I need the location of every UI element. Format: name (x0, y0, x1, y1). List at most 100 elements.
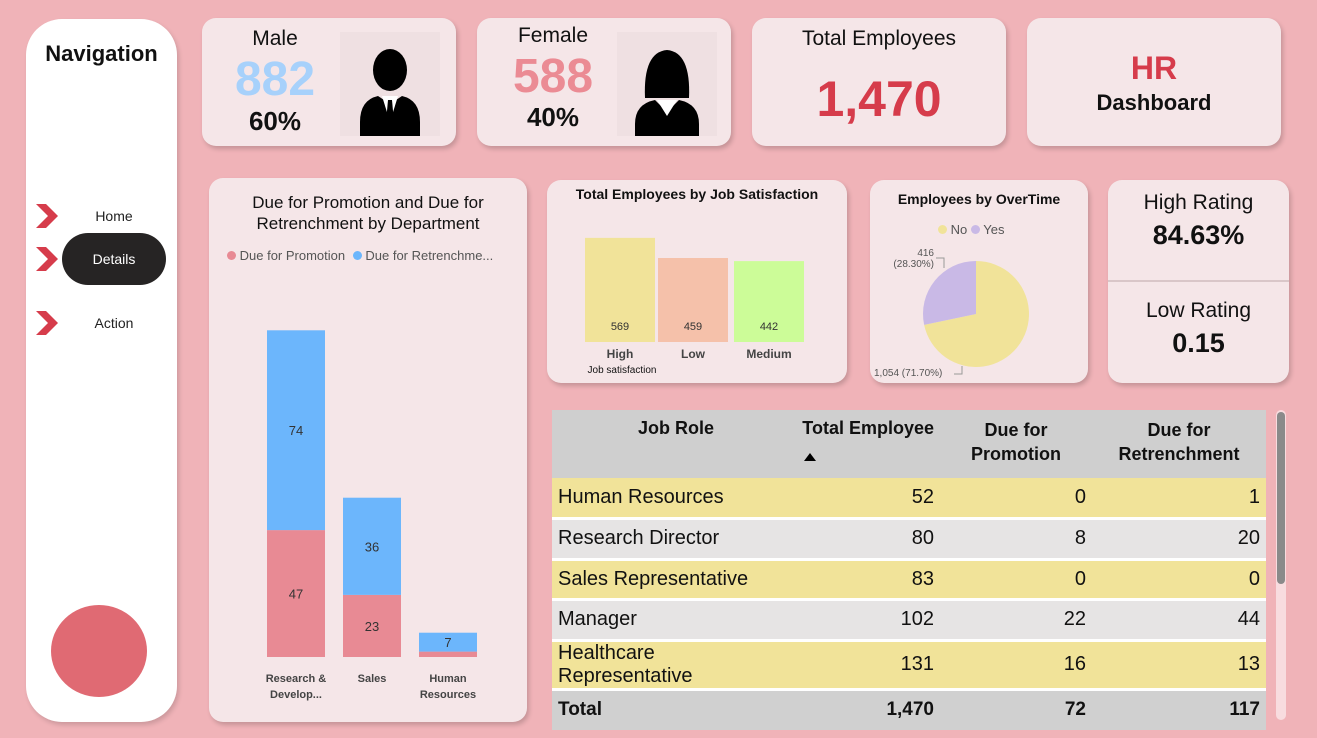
legend-label-no: No (950, 222, 968, 237)
nav-item-details[interactable]: Details (26, 233, 177, 285)
total-employees-card: Total Employees 1,470 (752, 18, 1006, 146)
high-rating-value: 84.63% (1152, 220, 1245, 250)
total-employees-label: Total Employees (801, 27, 957, 50)
cell-due-retrenchment: 1 (1092, 478, 1266, 520)
table-scrollbar-track[interactable] (1276, 410, 1286, 720)
bar-promotion (419, 651, 477, 657)
promo-chart-title: Due for Promotion and Due for Retrenchme… (209, 192, 527, 234)
data-label-retrenchment: 7 (444, 635, 451, 650)
promo-chart-title-line1: Due for Promotion and Due for (252, 193, 484, 212)
cell-total-employee: 80 (800, 518, 940, 561)
high-rating-label: High Rating (1143, 191, 1254, 214)
pie-leader-yes (936, 257, 945, 268)
chevron-right-icon (36, 247, 58, 271)
table-row[interactable]: Sales Representative 83 0 0 (552, 559, 1266, 601)
cell-total-promotion: 72 (940, 689, 1092, 730)
cell-due-promotion: 0 (940, 478, 1092, 520)
male-count: 882 (234, 53, 316, 106)
bar-satisfaction (658, 258, 728, 342)
nav-circle-button[interactable] (51, 605, 147, 697)
male-icon-bg (340, 32, 440, 144)
overtime-chart-title: Employees by OverTime (897, 191, 1061, 207)
cell-job-role: Manager (552, 599, 800, 642)
data-label: 442 (760, 321, 778, 333)
nav-item-label: Action (94, 315, 134, 331)
cell-total-employee: 52 (800, 478, 940, 520)
cell-due-retrenchment: 20 (1092, 518, 1266, 561)
cell-total-employee: 102 (800, 599, 940, 642)
brand-line2: Dashboard (1096, 90, 1212, 115)
female-label: Female (517, 24, 589, 47)
data-label-promotion: 47 (289, 587, 303, 602)
x-tick-label: Research & (266, 673, 327, 685)
nav-item-action[interactable]: Action (26, 297, 177, 349)
satisfaction-x-label: Job satisfaction (587, 365, 657, 376)
cell-total-employee: 83 (800, 559, 940, 601)
x-tick-label: Develop... (270, 689, 322, 701)
data-label-retrenchment: 36 (365, 539, 379, 554)
bar-retrenchment (343, 497, 401, 595)
table-total-row: Total 1,470 72 117 (552, 689, 1266, 730)
nav-item-label: Home (95, 208, 133, 224)
pie-label-yes-count: 416 (917, 248, 934, 259)
rating-card: High Rating 84.63% Low Rating 0.15 (1108, 180, 1289, 383)
pie-leader-no (954, 366, 963, 375)
col-header-label: Total Employee (802, 418, 934, 438)
total-employees-value: 1,470 (816, 71, 942, 127)
chevron-right-icon (36, 204, 58, 228)
promo-chart-title-line2: Retrenchment by Department (256, 214, 480, 233)
male-avatar-icon (360, 49, 420, 144)
overtime-chart-card: Employees by OverTime No Yes 416 (28.30%… (870, 180, 1088, 383)
x-tick-label: Resources (420, 689, 476, 701)
table-row[interactable]: Research Director 80 8 20 (552, 518, 1266, 561)
overtime-legend: No Yes (938, 222, 1004, 237)
table-scrollbar-thumb[interactable] (1277, 412, 1285, 584)
table-row[interactable]: Healthcare Representative 131 16 13 (552, 640, 1266, 691)
brand-line1: HR (1130, 50, 1178, 86)
cell-total-employee: 131 (800, 640, 940, 691)
legend-dot-yes (970, 225, 980, 234)
col-header-label: Due for Retrenchment (1118, 420, 1240, 464)
rating-divider (1108, 280, 1289, 282)
col-header-due-retrenchment[interactable]: Due for Retrenchment (1092, 410, 1266, 478)
pie-slice-yes (923, 261, 976, 325)
low-rating-value: 0.15 (1172, 328, 1225, 358)
x-tick-label: Human (429, 673, 467, 685)
navigation-title: Navigation (45, 41, 158, 66)
cell-total-retrenchment: 117 (1092, 689, 1266, 730)
x-tick-label: Sales (358, 673, 387, 685)
cell-job-role: Sales Representative (552, 559, 800, 601)
brand-card: HR Dashboard (1027, 18, 1281, 146)
cell-due-retrenchment: 44 (1092, 599, 1266, 642)
cell-due-promotion: 22 (940, 599, 1092, 642)
cell-due-promotion: 16 (940, 640, 1092, 691)
col-header-label: Job Role (637, 418, 714, 438)
legend-label-yes: Yes (983, 222, 1005, 237)
nav-item-home[interactable]: Home (26, 190, 177, 242)
promotion-retrenchment-chart-card: Due for Promotion and Due for Retrenchme… (209, 178, 527, 722)
x-tick-label: Medium (746, 347, 791, 361)
female-percent: 40% (526, 102, 580, 132)
col-header-job-role[interactable]: Job Role (552, 410, 800, 478)
legend-dot-no (938, 225, 947, 234)
promo-stacked-bar-chart: 47 74 Research & Develop... 23 36 Sales 7 Human R… (266, 330, 477, 701)
cell-due-promotion: 0 (940, 559, 1092, 601)
data-label: 569 (611, 321, 629, 333)
pie-label-yes-percent: (28.30%) (893, 259, 934, 270)
pie-label-no: 1,054 (71.70%) (874, 368, 943, 379)
legend-dot-retrenchment (352, 251, 362, 260)
col-header-label: Due for Promotion (971, 420, 1061, 464)
male-percent: 60% (248, 106, 302, 136)
data-label-retrenchment: 74 (289, 423, 303, 438)
col-header-total-employee[interactable]: Total Employee (800, 410, 940, 478)
x-tick-label: High (607, 347, 634, 361)
table-row[interactable]: Manager 102 22 44 (552, 599, 1266, 642)
low-rating-label: Low Rating (1145, 299, 1252, 322)
cell-job-role: Healthcare Representative (552, 640, 800, 691)
x-tick-label: Low (681, 347, 706, 361)
col-header-due-promotion[interactable]: Due for Promotion (940, 410, 1092, 478)
cell-due-retrenchment: 0 (1092, 559, 1266, 601)
bar-retrenchment (419, 632, 477, 652)
table-row[interactable]: Human Resources 52 0 1 (552, 478, 1266, 520)
navigation-panel: Navigation Home Details Action (26, 19, 177, 722)
